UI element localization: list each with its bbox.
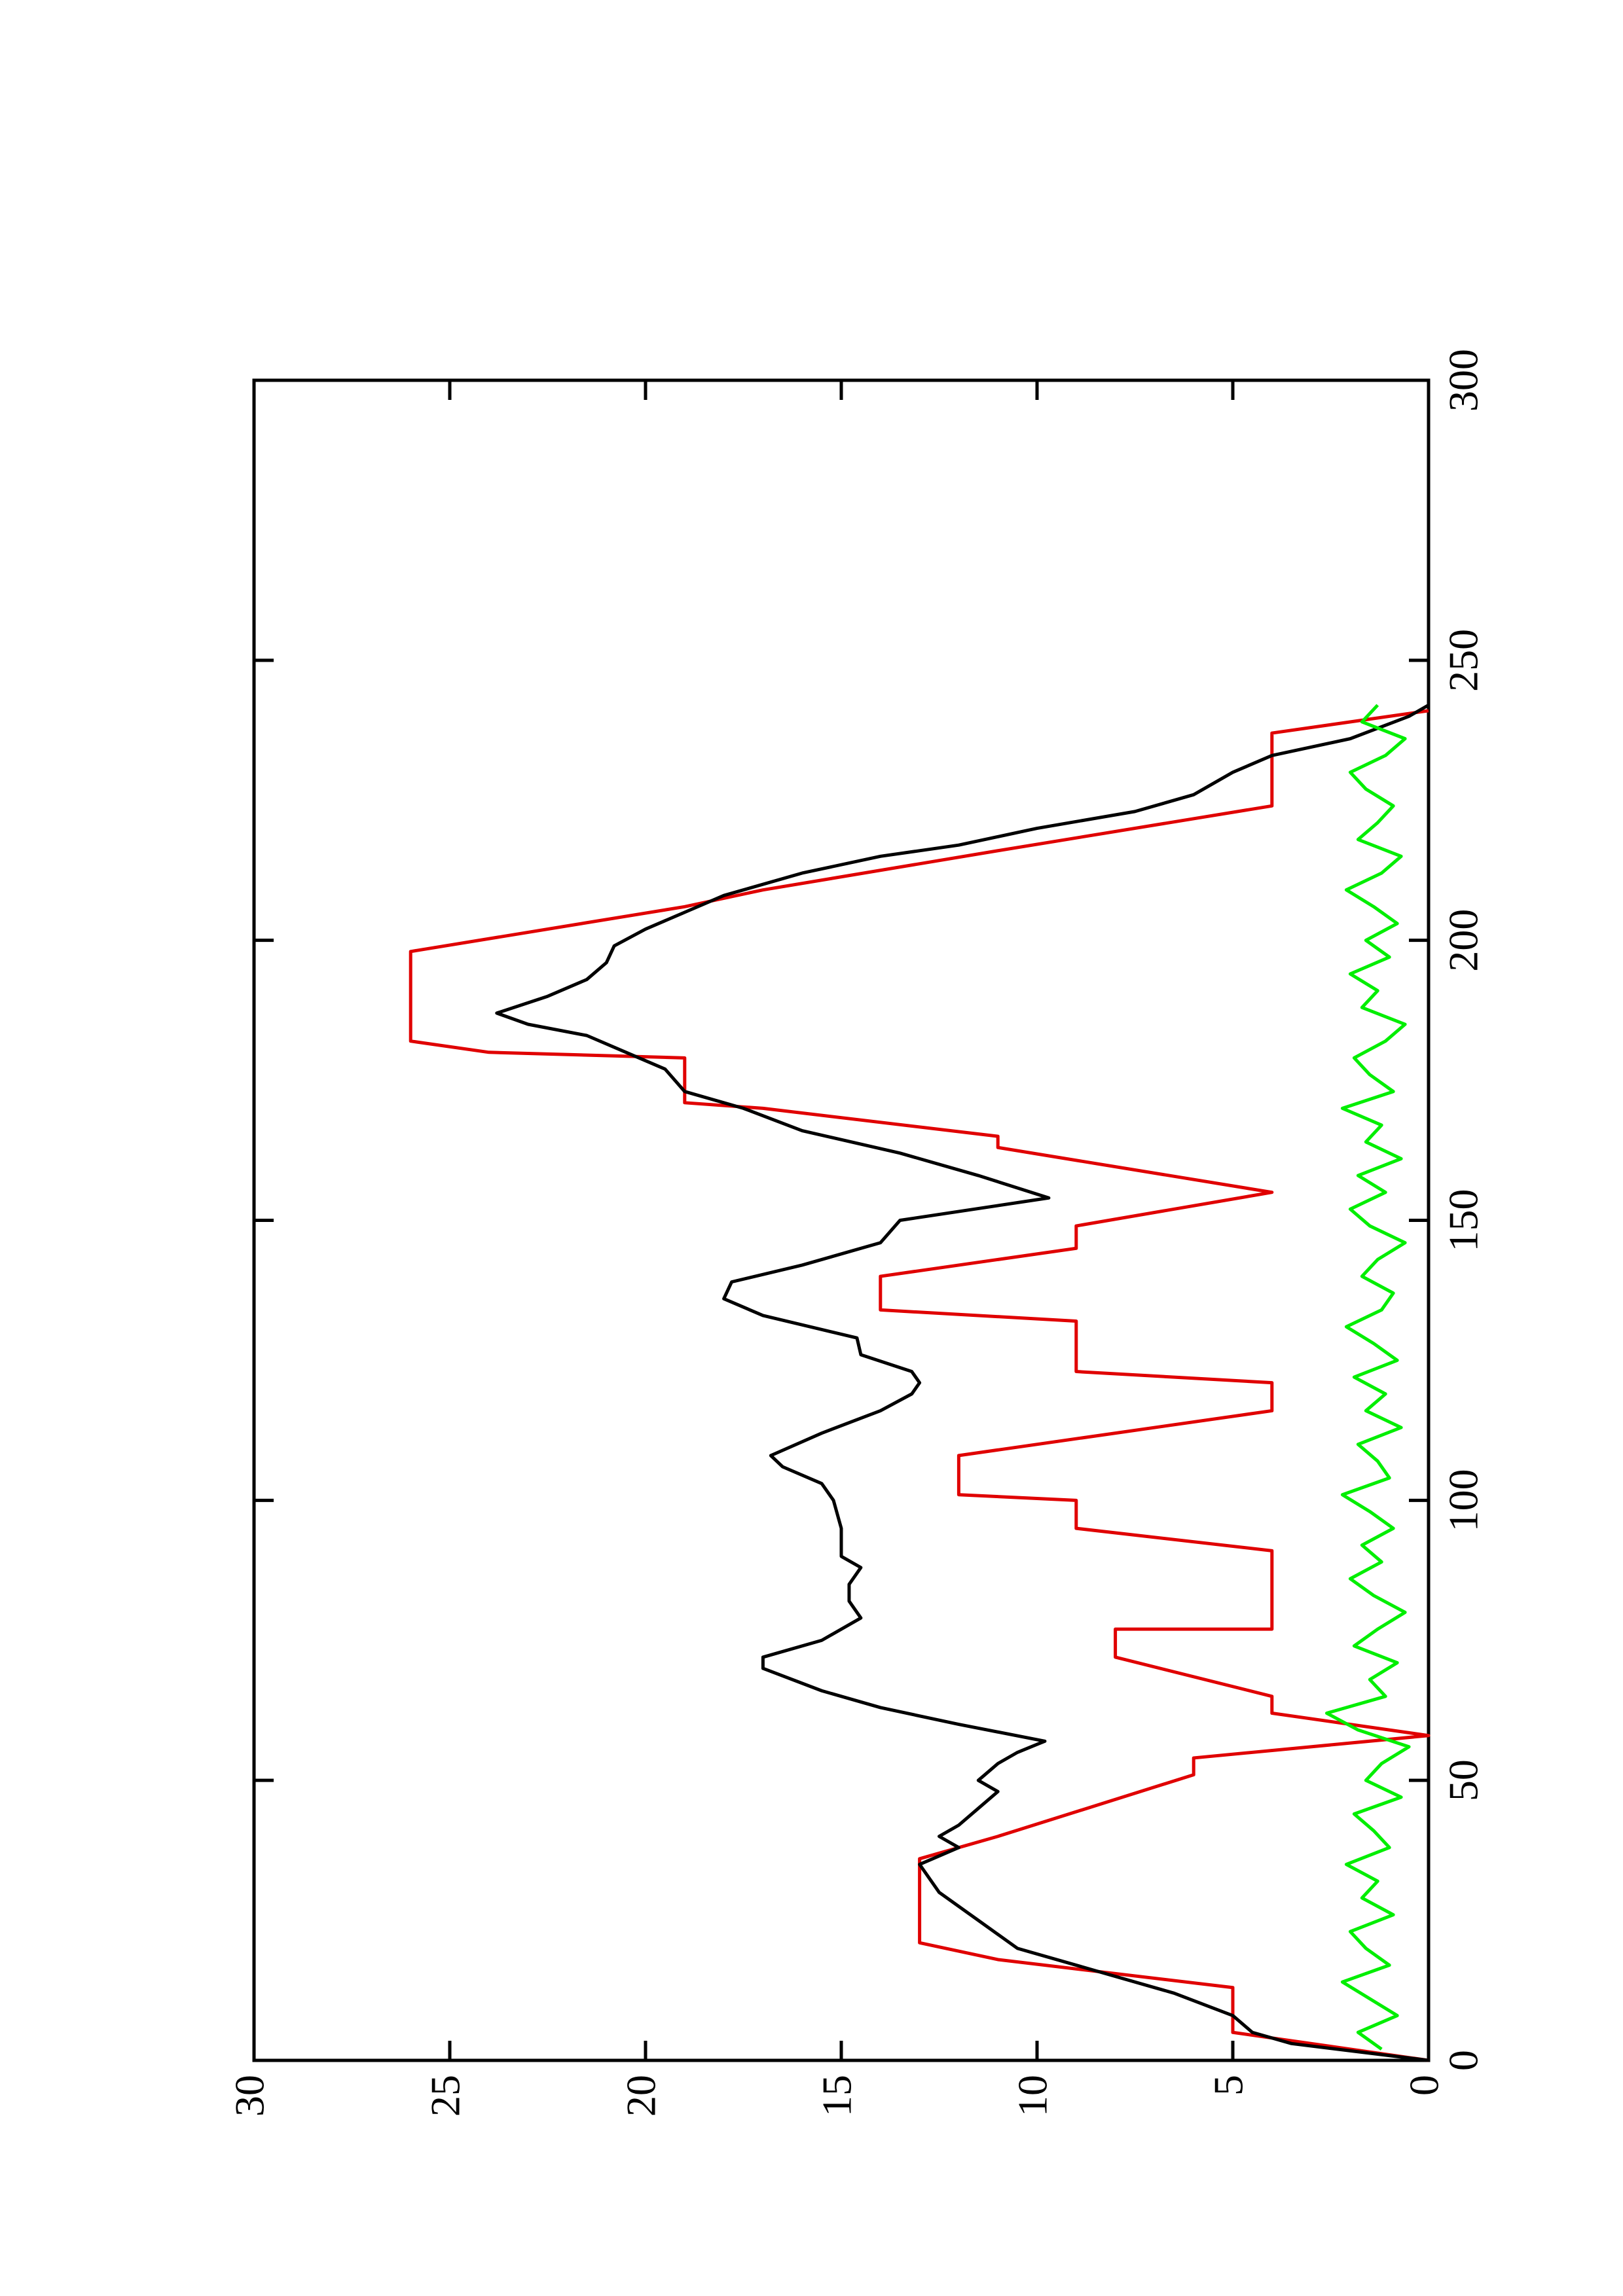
x-tick-label: 150 <box>1440 1189 1487 1252</box>
data-line <box>495 704 1430 2062</box>
y-tick-label: 0 <box>1401 2075 1448 2096</box>
plot-frame <box>252 378 1431 2062</box>
y-tick-label: 20 <box>618 2075 665 2117</box>
x-tick-label: 0 <box>1440 2050 1487 2071</box>
data-line <box>1325 704 1411 2051</box>
y-tick-label: 30 <box>227 2075 273 2117</box>
x-tick-label: 300 <box>1440 349 1487 412</box>
x-tick-label: 200 <box>1440 909 1487 972</box>
y-tick-label: 10 <box>1010 2075 1056 2117</box>
y-tick-label: 5 <box>1205 2075 1252 2096</box>
x-tick-label: 100 <box>1440 1469 1487 1532</box>
data-line <box>409 709 1431 2062</box>
y-tick-label: 25 <box>422 2075 469 2117</box>
y-tick-label: 15 <box>814 2075 860 2117</box>
x-tick-label: 250 <box>1440 629 1487 692</box>
x-tick-label: 50 <box>1440 1759 1487 1801</box>
